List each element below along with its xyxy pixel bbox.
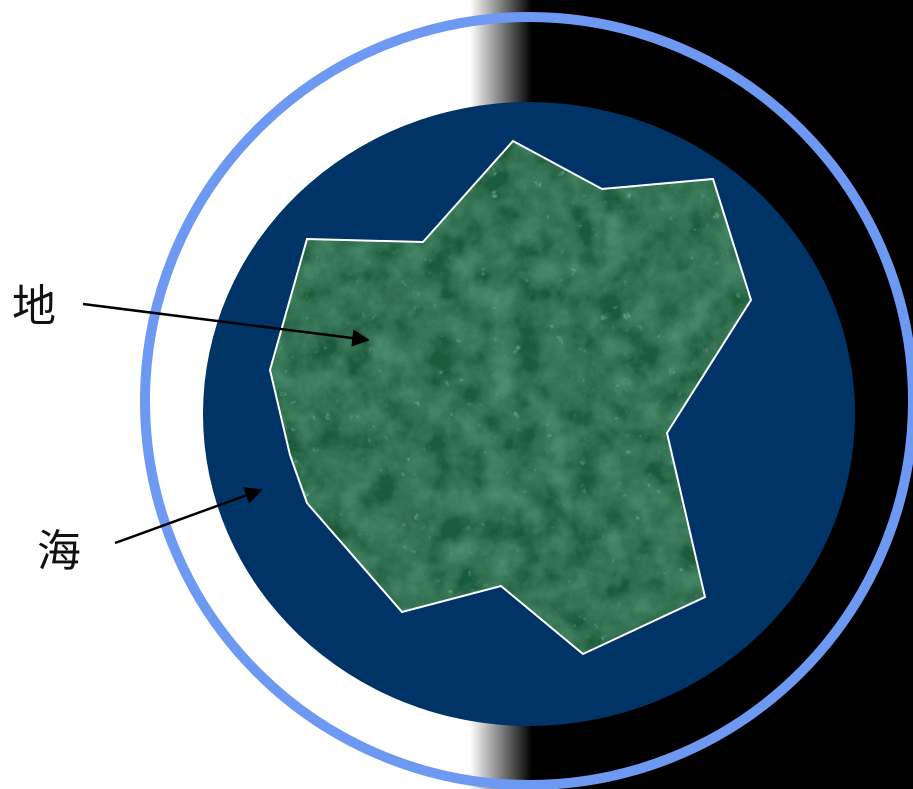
sea-arrow bbox=[114, 487, 263, 545]
land-outline bbox=[268, 139, 753, 656]
sea-label: 海 bbox=[37, 526, 81, 577]
land-label: 地 bbox=[12, 281, 56, 332]
land-arrow bbox=[82, 302, 370, 347]
outer-ring bbox=[140, 12, 913, 789]
